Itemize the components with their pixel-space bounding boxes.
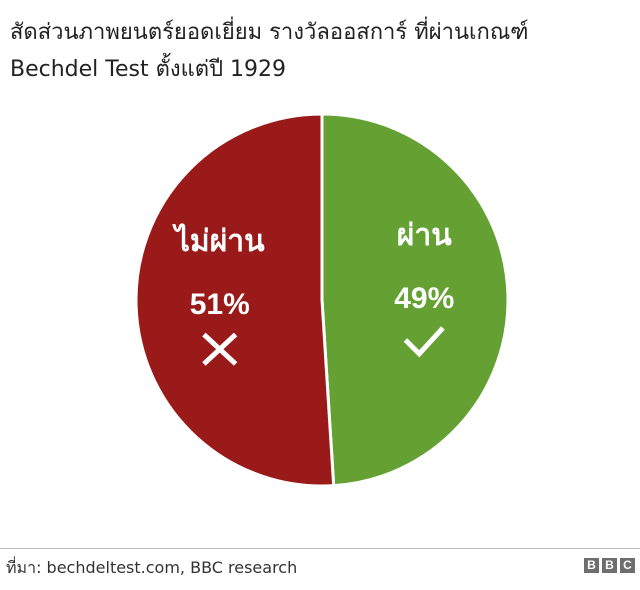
chart-title: สัดส่วนภาพยนตร์ยอดเยี่ยม รางวัลออสการ์ ท… (10, 14, 630, 88)
chart-title-line-2: Bechdel Test ตั้งแต่ปี 1929 (10, 57, 287, 82)
slice-label: ผ่าน (397, 218, 452, 253)
bbc-logo: B B C (584, 558, 635, 573)
cross-icon (202, 332, 238, 366)
slice-value-label: 49% (394, 282, 454, 315)
bbc-logo-letter: B (584, 558, 599, 573)
chart-title-line-1: สัดส่วนภาพยนตร์ยอดเยี่ยม รางวัลออสการ์ ท… (10, 20, 529, 45)
pie-chart: ผ่าน 49% ไม่ผ่าน 51% (134, 112, 510, 488)
footer-divider (0, 548, 640, 549)
bbc-logo-letter: C (620, 558, 635, 573)
check-icon (403, 326, 445, 358)
slice-label: ไม่ผ่าน (172, 223, 265, 259)
pie-slice-1 (134, 112, 336, 488)
pie-slice-0 (320, 112, 510, 488)
slice-value-label: 51% (190, 288, 250, 321)
bbc-logo-letter: B (602, 558, 617, 573)
source-note: ที่มา: bechdeltest.com, BBC research (6, 558, 298, 577)
